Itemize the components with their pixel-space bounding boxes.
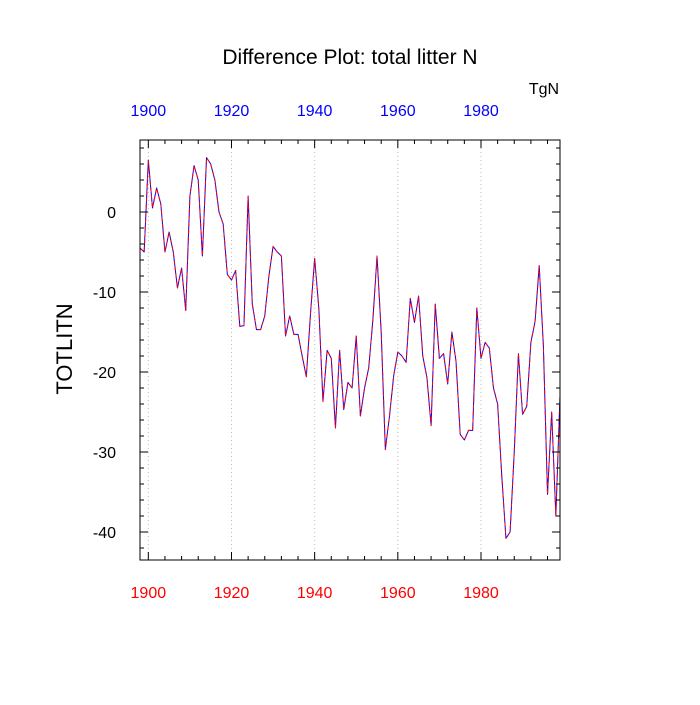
y-tick-label-2: -20 — [93, 365, 116, 382]
plot-series — [139, 157, 561, 539]
x-tick-label-top-1900: 1900 — [131, 103, 167, 120]
y-axis-label: TOTLITN — [52, 303, 77, 394]
grid — [147, 140, 482, 560]
series-line-a — [139, 157, 561, 539]
x-tick-label-top-1940: 1940 — [297, 103, 333, 120]
y-tick-label-1: -10 — [93, 285, 116, 302]
x-tick-label-bottom-1900: 1900 — [131, 585, 167, 602]
x-tick-label-top-1920: 1920 — [214, 103, 250, 120]
x-tick-label-top-1960: 1960 — [380, 103, 416, 120]
axis-ticks — [140, 140, 560, 560]
y-tick-label-3: -30 — [93, 445, 116, 462]
series-line-b — [139, 157, 561, 539]
tick-labels: 1900 1900 1920 1920 1940 1940 1960 1960 1980 1980… — [93, 103, 499, 602]
x-tick-label-bottom-1920: 1920 — [214, 585, 250, 602]
units-label: TgN — [529, 81, 559, 98]
plot-frame — [139, 139, 561, 561]
x-tick-label-top-1980: 1980 — [463, 103, 499, 120]
y-tick-label-4: -40 — [93, 525, 116, 542]
chart-title: Difference Plot: total litter N — [222, 46, 477, 69]
x-tick-label-bottom-1980: 1980 — [463, 585, 499, 602]
y-tick-label-0: 0 — [107, 205, 116, 222]
x-tick-label-bottom-1960: 1960 — [380, 585, 416, 602]
x-tick-label-bottom-1940: 1940 — [297, 585, 333, 602]
